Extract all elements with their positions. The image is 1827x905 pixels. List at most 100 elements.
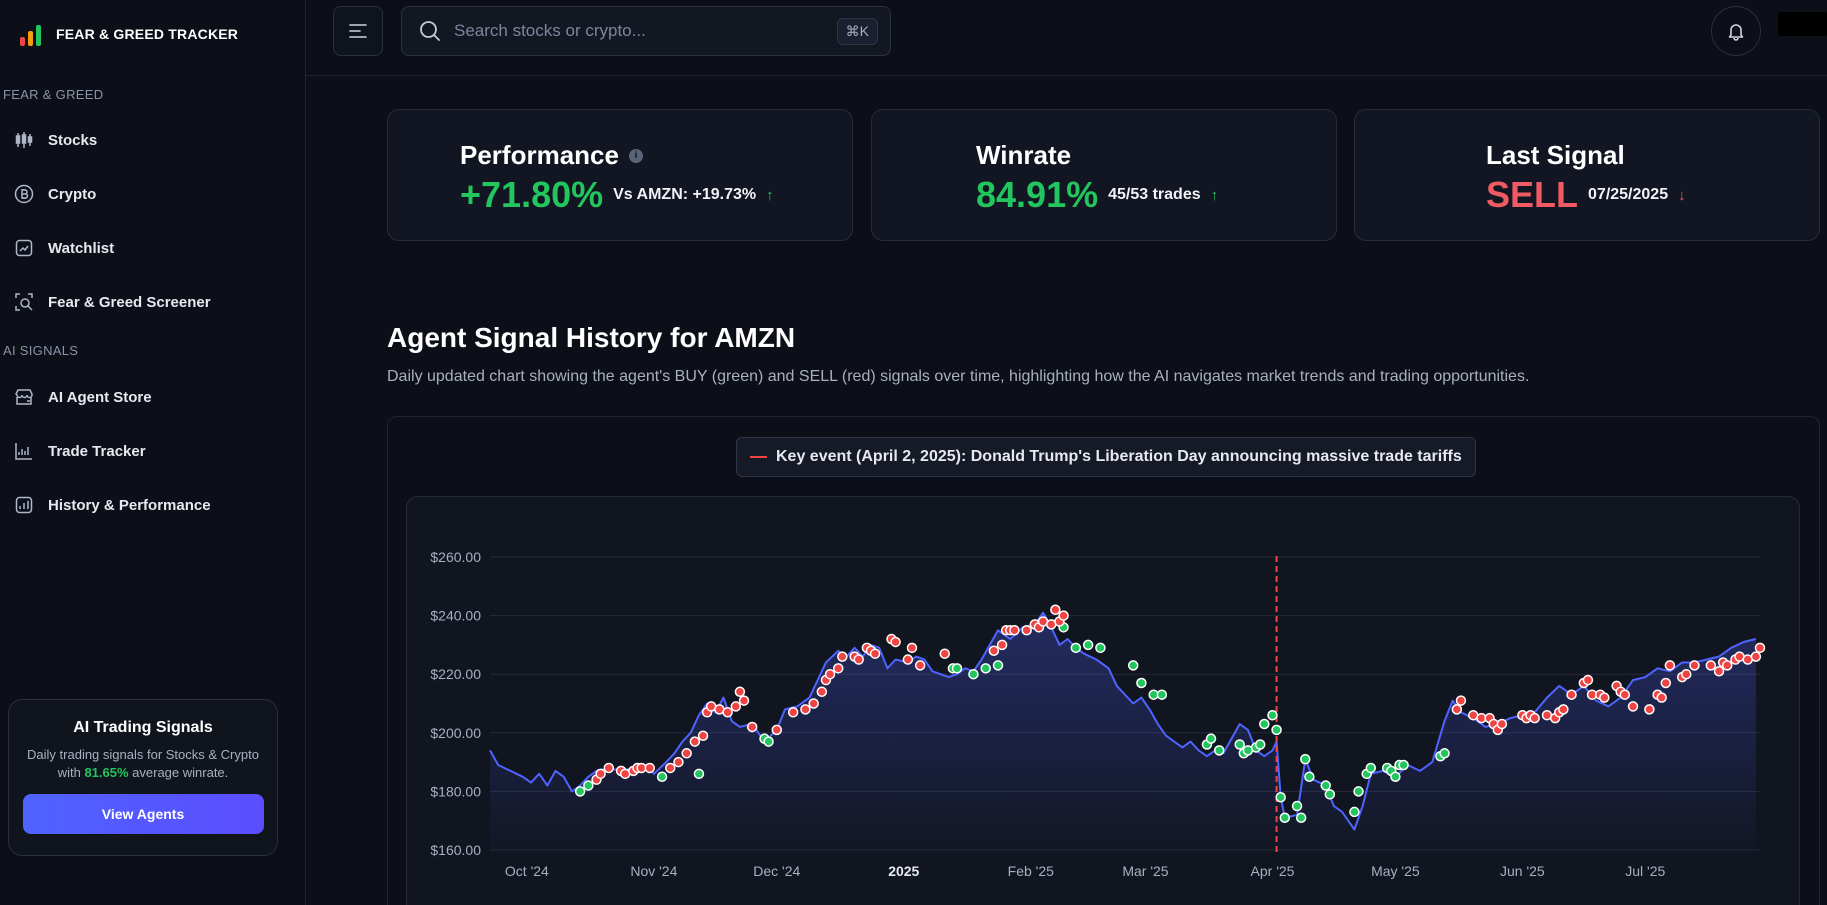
arrow-up-icon: ↑ [1210,186,1219,204]
buy-signal-marker [1324,789,1336,800]
buy-signal-marker [1234,739,1245,750]
buy-signal-marker [1320,780,1331,791]
promo-text-after: average winrate. [128,765,229,780]
buy-signal-marker [1271,724,1282,736]
sell-signal-marker [1451,704,1463,715]
section-label-fear-greed: FEAR & GREED [3,87,104,102]
buy-signal-marker [1213,745,1225,756]
candlestick-icon [14,130,34,150]
buy-signal-marker [574,786,586,797]
buy-signal-marker [1390,771,1401,782]
history-chart-icon [14,495,34,515]
buy-signal-marker [1082,639,1094,651]
x-tick-label: Nov '24 [630,863,677,879]
buy-signal-marker [583,780,594,791]
buy-signal-marker [1095,642,1106,654]
performance-row: +71.80% Vs AMZN: +19.73% ↑ [460,174,774,216]
sidebar-item-label: Watchlist [48,239,115,257]
buy-signal-marker [1279,812,1291,824]
watchlist-icon [14,238,34,258]
sell-signal-marker [1656,692,1667,703]
sell-signal-marker [1558,704,1569,715]
sidebar-item-label: Trade Tracker [48,442,146,460]
search-bar[interactable]: ⌘K [401,6,891,56]
sell-signal-marker [1664,660,1676,671]
sell-signal-marker [800,704,811,715]
buy-signal-marker [1398,759,1409,771]
menu-toggle-button[interactable] [333,6,383,56]
sell-signal-marker [1009,625,1020,636]
x-tick-label: Feb '25 [1008,863,1054,879]
sidebar-item-crypto[interactable]: Crypto [14,172,294,216]
view-agents-button[interactable]: View Agents [22,794,264,834]
buy-signal-marker [763,736,774,747]
buy-signal-marker [693,768,705,780]
sell-signal-marker [1582,674,1594,686]
buy-signal-marker [1136,677,1147,689]
price-chart[interactable]: $160.00 $180.00 $200.00 $220.00 $240.00 $260.… [406,496,1800,905]
app-title: FEAR & GREED TRACKER [56,26,239,42]
sell-signal-marker [890,636,901,648]
sell-signal-marker [722,707,733,718]
sidebar-item-screener[interactable]: Fear & Greed Screener [14,280,294,324]
sell-signal-marker [738,695,750,706]
brand[interactable]: FEAR & GREED TRACKER [20,22,238,46]
winrate-card: Winrate 84.91% 45/53 trades ↑ [871,109,1337,241]
sell-signal-marker [824,668,836,680]
sell-signal-marker [902,654,914,665]
sell-signal-marker [787,707,799,718]
bar-chart-logo-icon [20,22,44,46]
avatar[interactable] [1778,12,1827,36]
sell-signal-marker [1455,695,1467,706]
sidebar-item-label: Stocks [48,131,98,149]
sell-signal-marker [595,768,606,780]
promo-winrate: 81.65% [84,765,129,780]
sell-signal-marker [837,651,848,662]
bell-icon [1728,24,1744,41]
performance-title-text: Performance [460,140,619,170]
promo-text: Daily trading signals for Stocks & Crypt… [23,746,263,782]
sell-signal-marker [734,686,746,698]
sell-signal-marker [869,648,881,659]
sidebar-item-trade-tracker[interactable]: Trade Tracker [14,429,294,473]
sidebar: FEAR & GREED TRACKER FEAR & GREED Stocks… [0,0,306,905]
sell-signal-marker [1721,660,1733,671]
buy-signal-marker [1275,792,1286,803]
bitcoin-icon [14,184,34,204]
info-icon[interactable]: i [628,148,643,163]
sidebar-item-history-performance[interactable]: History & Performance [14,483,294,527]
promo-card: AI Trading Signals Daily trading signals… [8,699,278,856]
sidebar-item-label: Crypto [48,185,97,203]
sidebar-item-ai-agent-store[interactable]: AI Agent Store [14,375,294,419]
sidebar-item-label: AI Agent Store [48,388,152,406]
performance-card: Performance i +71.80% Vs AMZN: +19.73% ↑ [387,109,853,241]
sell-signal-marker [906,642,918,654]
buy-signal-marker [980,663,991,674]
sell-signal-marker [1689,660,1700,671]
sell-signal-marker [1619,689,1631,700]
price-area [490,612,1756,850]
performance-value: +71.80% [460,174,604,215]
last-signal-date: 07/25/2025 [1588,186,1669,203]
sell-signal-marker [816,686,828,698]
y-tick-label: $240.00 [430,608,481,624]
last-signal-row: SELL 07/25/2025 ↓ [1486,174,1686,216]
winrate-value: 84.91% [976,174,1099,215]
buy-signal-marker [1349,806,1360,818]
x-tick-label: Jul '25 [1625,863,1665,879]
screener-icon [14,292,34,312]
sidebar-item-watchlist[interactable]: Watchlist [14,226,294,270]
sell-signal-marker [1644,704,1655,715]
buy-signal-marker [1205,733,1217,744]
sell-signal-marker [988,645,1000,657]
performance-compare: Vs AMZN: +19.73% [613,186,757,203]
buy-signal-marker [1156,689,1168,700]
notifications-button[interactable] [1711,6,1761,56]
chart-legend[interactable]: Key event (April 2, 2025): Donald Trump'… [736,437,1476,477]
sell-signal-marker [1496,718,1508,730]
search-input[interactable] [454,21,837,41]
x-tick-label: Jun '25 [1500,863,1545,879]
sell-signal-marker [808,698,819,709]
sidebar-item-stocks[interactable]: Stocks [14,118,294,162]
sell-signal-marker [1566,689,1577,700]
